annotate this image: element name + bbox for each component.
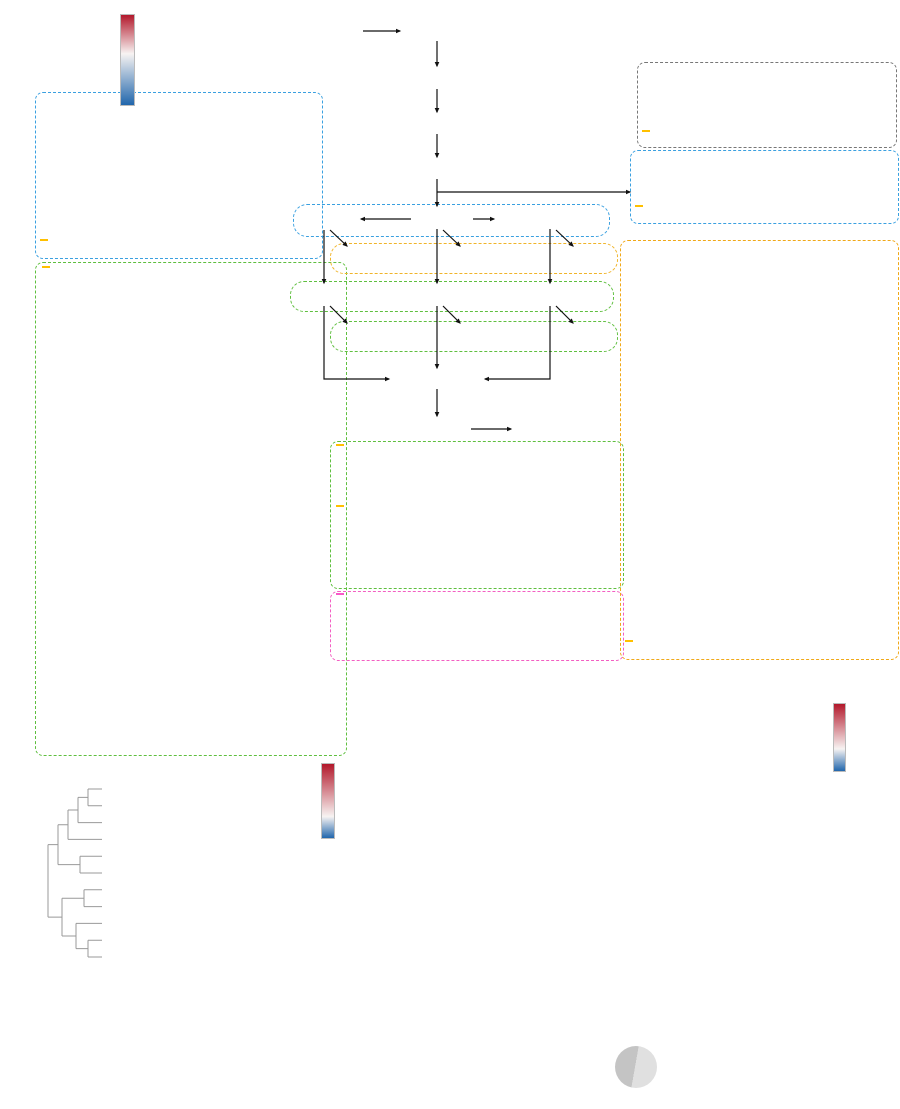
flavanonols-flavanols-box [330, 441, 624, 589]
flavanone-row-box [293, 204, 610, 237]
watermark-logo-icon [615, 1046, 657, 1088]
flavanones-title [40, 239, 48, 241]
flavones-box [620, 240, 899, 660]
watermark [615, 1046, 685, 1088]
dendrogram [47, 788, 102, 958]
flavone-row-box [330, 243, 618, 274]
colorbar-gradient [120, 14, 135, 106]
flavanonols-title [336, 444, 344, 446]
abundance-colorbar [120, 14, 180, 114]
colorbar-gradient [321, 763, 335, 839]
expression-colorbar [833, 703, 893, 783]
flavanones-box [35, 92, 323, 259]
isoflavones-title [635, 205, 643, 207]
flavonols-title [42, 266, 50, 268]
flavonols-box [35, 262, 347, 756]
isoflavones-box [630, 150, 899, 224]
anthocyanidins-box [330, 591, 624, 661]
correlation-colorbar [321, 763, 391, 853]
flavones-title [625, 640, 633, 642]
flavanols-title [336, 505, 344, 507]
anthocyanidins-title [336, 593, 344, 595]
chalcones-box [637, 62, 897, 148]
dihydroflavonol-row-box [290, 281, 614, 312]
colorbar-gradient [833, 703, 846, 772]
flavonol-row-box [330, 321, 618, 352]
chalcones-title [642, 130, 650, 132]
